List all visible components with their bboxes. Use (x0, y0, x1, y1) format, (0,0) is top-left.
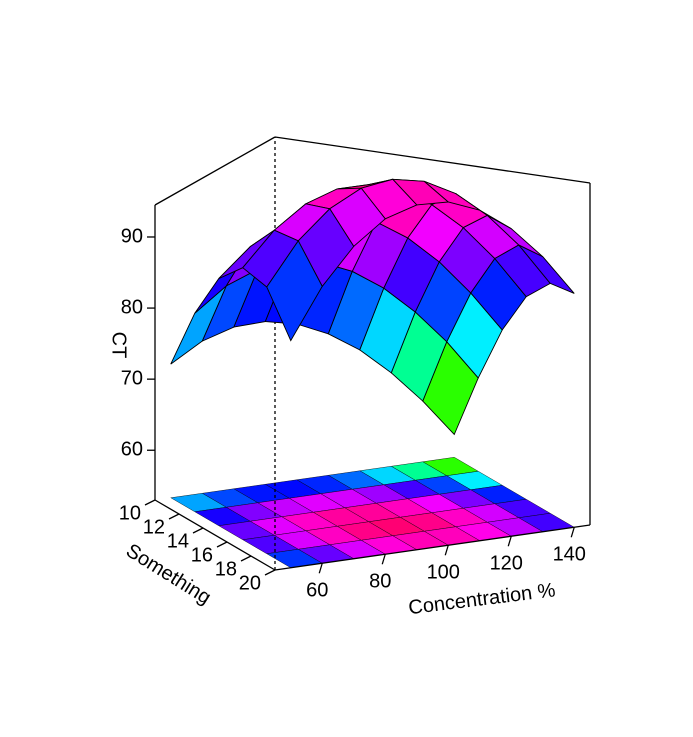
box-edge (274, 136, 591, 184)
y-tick (240, 555, 252, 562)
x-tick (444, 545, 449, 556)
x-tick-label: 80 (369, 571, 391, 593)
y-tick-label: 18 (215, 558, 237, 580)
facet (266, 239, 323, 342)
y-tick-label: 16 (191, 544, 213, 566)
y-tick (216, 541, 228, 548)
x-tick-label: 100 (427, 562, 460, 584)
z-tick-label: 90 (121, 225, 143, 247)
box-edge (154, 499, 276, 571)
box (154, 136, 591, 571)
z-axis-label: CT (108, 332, 130, 359)
y-tick (264, 569, 276, 576)
y-tick-label: 10 (119, 502, 141, 524)
y-tick (144, 499, 156, 506)
x-tick (570, 527, 575, 538)
z-tick-label: 80 (121, 296, 143, 318)
box-edge (274, 524, 591, 571)
floor-map (170, 457, 575, 568)
y-tick-label: 20 (239, 572, 261, 594)
x-axis-label: Concentration % (407, 579, 557, 619)
z-tick-label: 60 (121, 439, 143, 461)
y-tick-label: 12 (143, 516, 165, 538)
x-tick (381, 554, 386, 565)
x-tick (507, 536, 512, 547)
y-tick (192, 527, 204, 534)
x-tick-label: 140 (553, 544, 586, 566)
y-tick-label: 14 (167, 530, 189, 552)
z-tick-label: 70 (121, 367, 143, 389)
surface (170, 178, 575, 436)
box-edge (154, 136, 276, 206)
x-tick-label: 120 (490, 553, 523, 575)
x-tick (318, 563, 323, 574)
y-tick (168, 513, 180, 520)
x-tick-label: 60 (306, 580, 328, 602)
